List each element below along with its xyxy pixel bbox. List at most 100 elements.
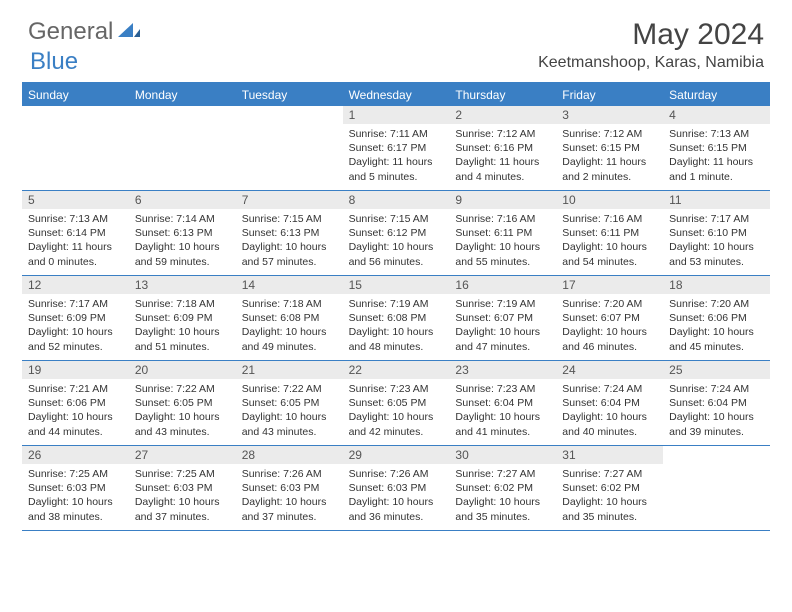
- sunset-line: Sunset: 6:09 PM: [28, 311, 123, 325]
- day-details: Sunrise: 7:22 AMSunset: 6:05 PMDaylight:…: [129, 381, 236, 442]
- day-details: Sunrise: 7:25 AMSunset: 6:03 PMDaylight:…: [129, 466, 236, 527]
- daylight-line: Daylight: 10 hours and 57 minutes.: [242, 240, 337, 268]
- daylight-line: Daylight: 10 hours and 38 minutes.: [28, 495, 123, 523]
- daylight-line: Daylight: 11 hours and 2 minutes.: [562, 155, 657, 183]
- day-number: 7: [236, 191, 343, 209]
- daylight-line: Daylight: 10 hours and 47 minutes.: [455, 325, 550, 353]
- daylight-line: Daylight: 10 hours and 59 minutes.: [135, 240, 230, 268]
- sunset-line: Sunset: 6:02 PM: [455, 481, 550, 495]
- sunset-line: Sunset: 6:14 PM: [28, 226, 123, 240]
- day-cell: 9Sunrise: 7:16 AMSunset: 6:11 PMDaylight…: [449, 191, 556, 275]
- day-cell: 1Sunrise: 7:11 AMSunset: 6:17 PMDaylight…: [343, 106, 450, 190]
- empty-day-cell: [236, 106, 343, 190]
- day-cell: 2Sunrise: 7:12 AMSunset: 6:16 PMDaylight…: [449, 106, 556, 190]
- day-number: 5: [22, 191, 129, 209]
- day-cell: 5Sunrise: 7:13 AMSunset: 6:14 PMDaylight…: [22, 191, 129, 275]
- day-cell: 13Sunrise: 7:18 AMSunset: 6:09 PMDayligh…: [129, 276, 236, 360]
- day-cell: 30Sunrise: 7:27 AMSunset: 6:02 PMDayligh…: [449, 446, 556, 530]
- weekday-header: Friday: [556, 84, 663, 106]
- sunrise-line: Sunrise: 7:12 AM: [455, 127, 550, 141]
- day-cell: 4Sunrise: 7:13 AMSunset: 6:15 PMDaylight…: [663, 106, 770, 190]
- sunset-line: Sunset: 6:16 PM: [455, 141, 550, 155]
- weekday-header: Sunday: [22, 84, 129, 106]
- day-details: Sunrise: 7:23 AMSunset: 6:05 PMDaylight:…: [343, 381, 450, 442]
- sunset-line: Sunset: 6:13 PM: [242, 226, 337, 240]
- sunrise-line: Sunrise: 7:25 AM: [135, 467, 230, 481]
- day-number: 4: [663, 106, 770, 124]
- day-details: Sunrise: 7:22 AMSunset: 6:05 PMDaylight:…: [236, 381, 343, 442]
- weekday-header: Tuesday: [236, 84, 343, 106]
- sunset-line: Sunset: 6:03 PM: [28, 481, 123, 495]
- sunset-line: Sunset: 6:15 PM: [562, 141, 657, 155]
- calendar: SundayMondayTuesdayWednesdayThursdayFrid…: [22, 82, 770, 531]
- day-details: Sunrise: 7:15 AMSunset: 6:12 PMDaylight:…: [343, 211, 450, 272]
- sunrise-line: Sunrise: 7:26 AM: [242, 467, 337, 481]
- daylight-line: Daylight: 10 hours and 37 minutes.: [242, 495, 337, 523]
- daylight-line: Daylight: 11 hours and 0 minutes.: [28, 240, 123, 268]
- day-number: 16: [449, 276, 556, 294]
- daylight-line: Daylight: 10 hours and 44 minutes.: [28, 410, 123, 438]
- day-number: [663, 446, 770, 464]
- sunrise-line: Sunrise: 7:14 AM: [135, 212, 230, 226]
- sunrise-line: Sunrise: 7:23 AM: [349, 382, 444, 396]
- logo-text-general: General: [28, 18, 113, 46]
- day-number: [22, 106, 129, 124]
- daylight-line: Daylight: 10 hours and 41 minutes.: [455, 410, 550, 438]
- sunset-line: Sunset: 6:04 PM: [455, 396, 550, 410]
- day-number: 6: [129, 191, 236, 209]
- day-cell: 22 Sunrise: 7:23 AMSunset: 6:05 PMDayligh…: [343, 361, 450, 445]
- daylight-line: Daylight: 10 hours and 54 minutes.: [562, 240, 657, 268]
- day-number: 29: [343, 446, 450, 464]
- logo: General: [28, 18, 142, 46]
- day-cell: 11Sunrise: 7:17 AMSunset: 6:10 PMDayligh…: [663, 191, 770, 275]
- day-number: 25: [663, 361, 770, 379]
- empty-day-cell: [129, 106, 236, 190]
- sunset-line: Sunset: 6:04 PM: [562, 396, 657, 410]
- day-details: Sunrise: 7:16 AMSunset: 6:11 PMDaylight:…: [449, 211, 556, 272]
- day-details: Sunrise: 7:17 AMSunset: 6:09 PMDaylight:…: [22, 296, 129, 357]
- day-number: 19: [22, 361, 129, 379]
- daylight-line: Daylight: 10 hours and 53 minutes.: [669, 240, 764, 268]
- empty-day-cell: [663, 446, 770, 530]
- day-number: 20: [129, 361, 236, 379]
- sunrise-line: Sunrise: 7:11 AM: [349, 127, 444, 141]
- day-number: 8: [343, 191, 450, 209]
- day-cell: 16Sunrise: 7:19 AMSunset: 6:07 PMDayligh…: [449, 276, 556, 360]
- daylight-line: Daylight: 11 hours and 1 minute.: [669, 155, 764, 183]
- daylight-line: Daylight: 11 hours and 4 minutes.: [455, 155, 550, 183]
- sunrise-line: Sunrise: 7:22 AM: [135, 382, 230, 396]
- sunrise-line: Sunrise: 7:24 AM: [562, 382, 657, 396]
- sunset-line: Sunset: 6:06 PM: [28, 396, 123, 410]
- weekday-header: Thursday: [449, 84, 556, 106]
- day-details: Sunrise: 7:20 AMSunset: 6:07 PMDaylight:…: [556, 296, 663, 357]
- sunset-line: Sunset: 6:08 PM: [242, 311, 337, 325]
- day-details: Sunrise: 7:15 AMSunset: 6:13 PMDaylight:…: [236, 211, 343, 272]
- sunset-line: Sunset: 6:13 PM: [135, 226, 230, 240]
- sunrise-line: Sunrise: 7:12 AM: [562, 127, 657, 141]
- day-details: Sunrise: 7:24 AMSunset: 6:04 PMDaylight:…: [663, 381, 770, 442]
- month-title: May 2024: [538, 18, 764, 52]
- sunrise-line: Sunrise: 7:23 AM: [455, 382, 550, 396]
- week-row: 5Sunrise: 7:13 AMSunset: 6:14 PMDaylight…: [22, 191, 770, 276]
- day-details: Sunrise: 7:27 AMSunset: 6:02 PMDaylight:…: [449, 466, 556, 527]
- week-row: 12 Sunrise: 7:17 AMSunset: 6:09 PMDayligh…: [22, 276, 770, 361]
- day-number: 27: [129, 446, 236, 464]
- sunrise-line: Sunrise: 7:17 AM: [669, 212, 764, 226]
- sunset-line: Sunset: 6:10 PM: [669, 226, 764, 240]
- daylight-line: Daylight: 10 hours and 45 minutes.: [669, 325, 764, 353]
- day-cell: 15Sunrise: 7:19 AMSunset: 6:08 PMDayligh…: [343, 276, 450, 360]
- daylight-line: Daylight: 10 hours and 35 minutes.: [562, 495, 657, 523]
- day-number: 24: [556, 361, 663, 379]
- week-row: 1Sunrise: 7:11 AMSunset: 6:17 PMDaylight…: [22, 106, 770, 191]
- day-number: 12: [22, 276, 129, 294]
- day-details: Sunrise: 7:18 AMSunset: 6:08 PMDaylight:…: [236, 296, 343, 357]
- day-number: 22: [343, 361, 450, 379]
- location-label: Keetmanshoop, Karas, Namibia: [538, 54, 764, 72]
- sunrise-line: Sunrise: 7:24 AM: [669, 382, 764, 396]
- sunrise-line: Sunrise: 7:18 AM: [242, 297, 337, 311]
- day-cell: 12 Sunrise: 7:17 AMSunset: 6:09 PMDayligh…: [22, 276, 129, 360]
- day-details: Sunrise: 7:26 AMSunset: 6:03 PMDaylight:…: [236, 466, 343, 527]
- daylight-line: Daylight: 10 hours and 56 minutes.: [349, 240, 444, 268]
- weekday-header-row: SundayMondayTuesdayWednesdayThursdayFrid…: [22, 84, 770, 106]
- day-number: [129, 106, 236, 124]
